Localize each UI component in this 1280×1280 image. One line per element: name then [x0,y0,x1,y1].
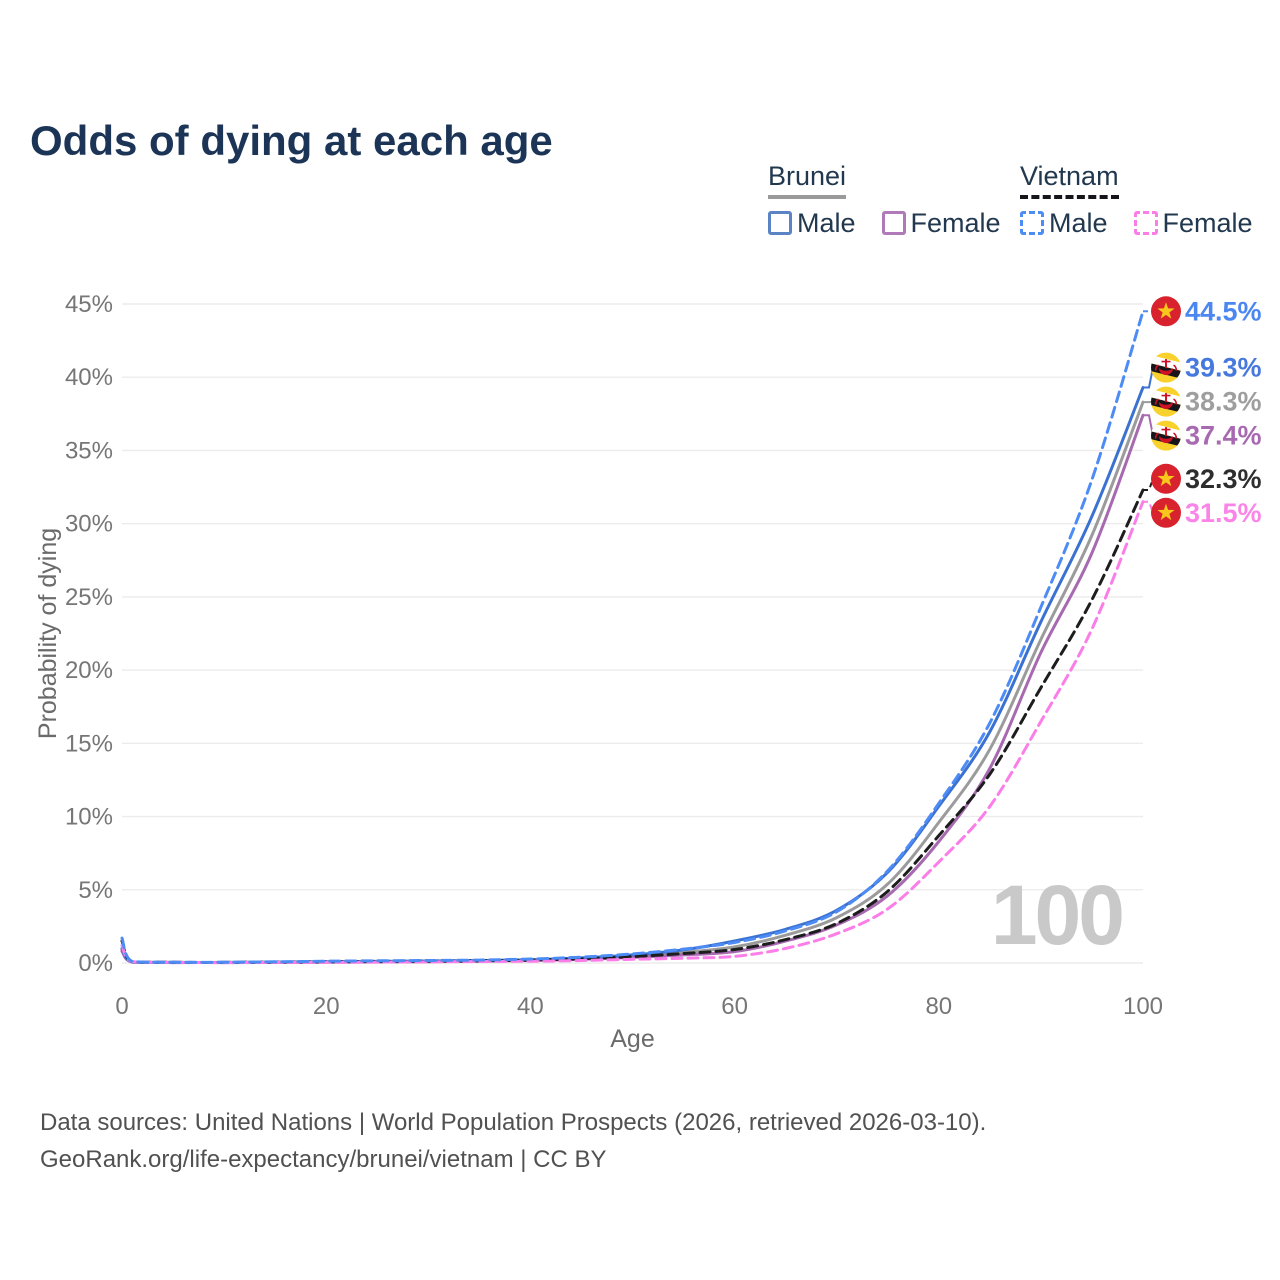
legend-group-brunei: Brunei Male Female [768,161,1001,239]
legend-checkbox-vietnam-male[interactable] [1020,211,1044,236]
y-tick-label: 25% [65,584,113,611]
series-line-brunei-male [120,386,1145,964]
brunei-flag-icon [1151,386,1181,417]
end-value-label-vietnam-male: 44.5% [1185,296,1262,326]
x-tick-label: 20 [313,993,340,1020]
legend-country-label: Vietnam [1020,161,1119,191]
x-tick-label: 100 [1123,993,1163,1020]
legend-item-label: Female [1162,207,1253,238]
series-line-vietnam-male [120,309,1145,964]
x-tick-label: 40 [517,993,544,1020]
brunei-flag-icon [1151,420,1181,451]
series-line-vietnam-both [120,488,1145,964]
end-value-label-vietnam-female: 31.5% [1185,498,1262,528]
legend-country-label: Brunei [768,161,847,191]
footer: Data sources: United Nations | World Pop… [40,1104,986,1178]
legend-country-vietnam: Vietnam [1020,161,1119,199]
y-tick-label: 10% [65,804,113,831]
x-axis-title: Age [610,1025,654,1053]
legend-group-vietnam: Vietnam Male Female [1020,161,1253,239]
y-tick-label: 35% [65,437,113,464]
end-value-label-vietnam-both: 32.3% [1185,464,1262,494]
chart-title: Odds of dying at each age [30,117,553,165]
legend-style-sample-vietnam [1020,194,1119,199]
x-tick-label: 0 [115,993,128,1020]
vietnam-flag-icon [1151,296,1181,327]
y-tick-label: 45% [65,291,113,318]
legend-style-sample-brunei [768,194,847,199]
y-axis-title: Probability of dying [34,528,62,739]
series-line-brunei-both [120,400,1145,964]
y-tick-label: 20% [65,657,113,684]
legend-checkbox-vietnam-female[interactable] [1133,211,1158,236]
legend-item-label: Male [1049,207,1108,238]
brunei-flag-icon [1151,352,1181,383]
y-tick-label: 40% [65,364,113,391]
age-watermark: 100 [991,868,1122,962]
legend-checkbox-brunei-male[interactable] [768,211,792,236]
legend-checkbox-brunei-female[interactable] [881,211,906,236]
attribution-line: GeoRank.org/life-expectancy/brunei/vietn… [40,1146,607,1173]
end-value-label-brunei-female: 37.4% [1185,421,1262,451]
legend-item-label: Female [910,207,1001,238]
legend-item-vietnam-female[interactable]: Female [1133,207,1253,239]
vietnam-flag-icon [1151,463,1181,494]
legend-item-label: Male [797,207,856,238]
legend-item-vietnam-male[interactable]: Male [1020,208,1108,239]
y-tick-label: 0% [78,950,113,977]
data-source-line: Data sources: United Nations | World Pop… [40,1109,987,1136]
end-value-label-brunei-both: 38.3% [1185,387,1262,417]
x-tick-label: 60 [721,993,748,1020]
x-tick-label: 80 [925,993,952,1020]
legend-country-brunei: Brunei [768,161,847,199]
end-value-label-brunei-male: 39.3% [1185,353,1262,383]
vietnam-flag-icon [1151,497,1181,528]
y-tick-label: 30% [65,511,113,538]
series-line-brunei-female [120,413,1145,965]
legend-item-brunei-male[interactable]: Male [768,208,856,239]
y-tick-label: 15% [65,730,113,757]
series-line-vietnam-female [120,500,1145,965]
legend-item-brunei-female[interactable]: Female [881,207,1001,239]
y-tick-label: 5% [78,877,113,904]
